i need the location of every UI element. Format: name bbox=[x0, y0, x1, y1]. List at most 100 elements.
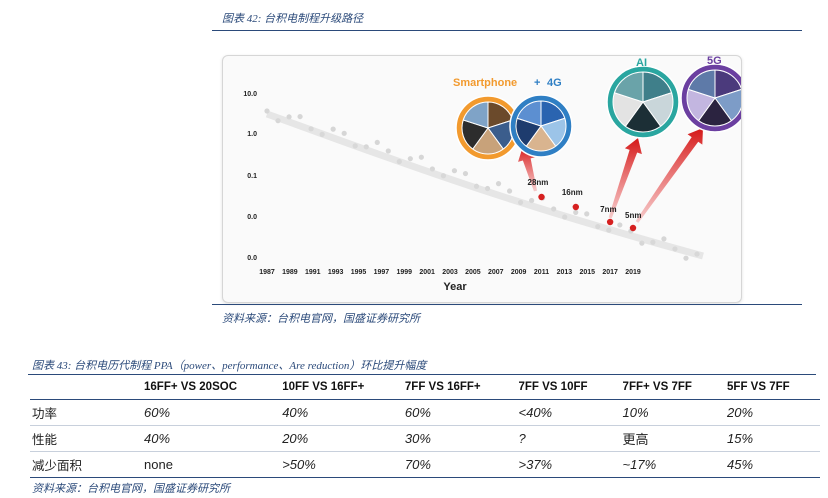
annotation-plus: + bbox=[534, 77, 540, 89]
trend-node bbox=[418, 154, 424, 160]
photo-circle-outline bbox=[606, 65, 680, 139]
figure42-bottom-rule bbox=[212, 304, 802, 305]
y-tick-label: 1.0 bbox=[247, 131, 257, 138]
x-tick-label: 2001 bbox=[419, 269, 435, 276]
photo-circle-outline bbox=[509, 94, 573, 158]
trend-arrow bbox=[518, 146, 538, 192]
x-tick-label: 2005 bbox=[465, 269, 481, 276]
table-cell: 40% bbox=[282, 405, 309, 420]
y-tick-label: 0.0 bbox=[247, 255, 257, 262]
photo-collage-segment bbox=[462, 101, 489, 129]
table-cell: <40% bbox=[518, 405, 553, 420]
ppa-table: 16FF+ VS 20SOC 10FF VS 16FF+ 7FF VS 16FF… bbox=[30, 377, 820, 478]
trend-arrow bbox=[608, 138, 642, 219]
table-header-cell: 7FF VS 16FF+ bbox=[404, 381, 481, 393]
row-label: 减少面积 bbox=[32, 458, 83, 473]
trend-node bbox=[374, 139, 380, 146]
x-tick-label: 1999 bbox=[396, 269, 412, 276]
node-point bbox=[606, 218, 614, 226]
photo-circle-ring bbox=[510, 95, 572, 157]
chart-frame: 10.0 1.0 0.1 0.0 0.0 1987 1989 1991 1993 1995 1997… bbox=[222, 55, 750, 303]
table-header-cell: 7FF+ VS 7FF bbox=[622, 381, 692, 393]
x-tick-label: 2013 bbox=[557, 269, 573, 276]
x-tick-label: 2011 bbox=[534, 269, 549, 276]
table-row: 功率 60% 40% 60% <40% 10% 20% bbox=[30, 400, 820, 426]
row-label: 性能 bbox=[32, 432, 58, 447]
table-cell: >37% bbox=[518, 457, 553, 472]
x-tick-label: 1987 bbox=[259, 269, 275, 276]
trend-node bbox=[573, 209, 579, 215]
x-tick-label: 2003 bbox=[442, 269, 458, 276]
photo-collage-segment bbox=[642, 71, 673, 103]
trend-band bbox=[265, 110, 704, 260]
table-cell: 60% bbox=[144, 405, 171, 420]
table-cell: 10% bbox=[622, 405, 649, 420]
annotation-smartphone: Smartphone bbox=[453, 77, 517, 89]
table-cell: 20% bbox=[282, 431, 309, 446]
annotation-ai: AI bbox=[636, 57, 647, 69]
table-cell: 70% bbox=[404, 457, 431, 472]
x-tick-label: 1993 bbox=[328, 269, 344, 276]
table-header-cell: 16FF+ VS 20SOC bbox=[144, 381, 237, 393]
photo-collage-segment bbox=[516, 100, 542, 127]
table-header-cell: 10FF VS 16FF+ bbox=[282, 381, 365, 393]
x-tick-label: 2017 bbox=[602, 269, 618, 276]
table-cell: 60% bbox=[404, 405, 431, 420]
trend-node bbox=[385, 148, 391, 154]
table-cell: ~17% bbox=[622, 457, 657, 472]
table-row: 性能 40% 20% 30% ? 更高 15% bbox=[30, 426, 820, 452]
node-point bbox=[538, 193, 545, 201]
photo-collage-segment bbox=[687, 69, 716, 99]
table-cell: 45% bbox=[727, 457, 754, 472]
table-header-cell: 5FF VS 7FF bbox=[727, 381, 790, 393]
figure43-top-rule bbox=[28, 374, 816, 375]
figure42-caption: 图表 42: 台积电制程升级路径 bbox=[222, 13, 364, 25]
trend-node bbox=[462, 170, 469, 177]
table-cell: 30% bbox=[404, 431, 431, 446]
table-header-cell: 7FF VS 10FF bbox=[518, 381, 588, 393]
table-row: 减少面积 none >50% 70% >37% ~17% 45% bbox=[30, 452, 820, 478]
table-cell: ? bbox=[518, 431, 526, 446]
x-tick-label: 2009 bbox=[511, 269, 527, 276]
y-tick-label: 10.0 bbox=[243, 91, 257, 98]
table-cell: 15% bbox=[727, 431, 754, 446]
trend-node bbox=[330, 126, 336, 132]
photo-collage-segment bbox=[624, 101, 662, 133]
figure42-top-rule bbox=[212, 30, 802, 31]
table-cell: >50% bbox=[282, 457, 316, 472]
trend-node bbox=[451, 168, 458, 174]
trend-node bbox=[297, 113, 303, 120]
x-tick-label: 2007 bbox=[488, 269, 504, 276]
figure42-source: 资料来源：台积电官网，国盛证券研究所 bbox=[222, 313, 420, 325]
table-cell: 20% bbox=[727, 405, 754, 420]
trend-node bbox=[407, 156, 413, 162]
figure43-source: 资料来源：台积电官网，国盛证券研究所 bbox=[32, 483, 230, 495]
x-tick-label: 2015 bbox=[579, 269, 595, 276]
table-cell: 40% bbox=[144, 431, 171, 446]
photo-collage-segment bbox=[642, 92, 674, 127]
annotation-5g: 5G bbox=[707, 56, 722, 67]
annotation-4g: 4G bbox=[547, 77, 562, 89]
figure43-caption: 图表 43: 台积电历代制程 PPA（power、performance、Are… bbox=[32, 360, 427, 372]
trend-arrow bbox=[635, 128, 703, 223]
trend-node bbox=[617, 222, 623, 228]
x-tick-label: 1997 bbox=[374, 269, 390, 276]
row-label: 功率 bbox=[32, 406, 58, 421]
photo-circle-ring bbox=[607, 66, 679, 138]
trend-node bbox=[584, 211, 590, 217]
trend-node bbox=[495, 181, 502, 187]
trend-node bbox=[506, 188, 513, 194]
photo-collage-segment bbox=[612, 92, 644, 127]
node-point bbox=[629, 224, 637, 232]
node-label: 7nm bbox=[600, 205, 616, 214]
y-tick-label: 0.1 bbox=[247, 173, 257, 180]
x-axis-label: Year bbox=[443, 281, 467, 293]
table-cell: 更高 bbox=[622, 432, 649, 447]
node-label: 28nm bbox=[528, 178, 549, 187]
x-tick-label: 1989 bbox=[282, 269, 298, 276]
node-label: 16nm bbox=[562, 188, 583, 197]
x-tick-label: 1991 bbox=[305, 269, 321, 276]
table-header-cell bbox=[30, 377, 142, 400]
node-label: 5nm bbox=[625, 211, 641, 220]
